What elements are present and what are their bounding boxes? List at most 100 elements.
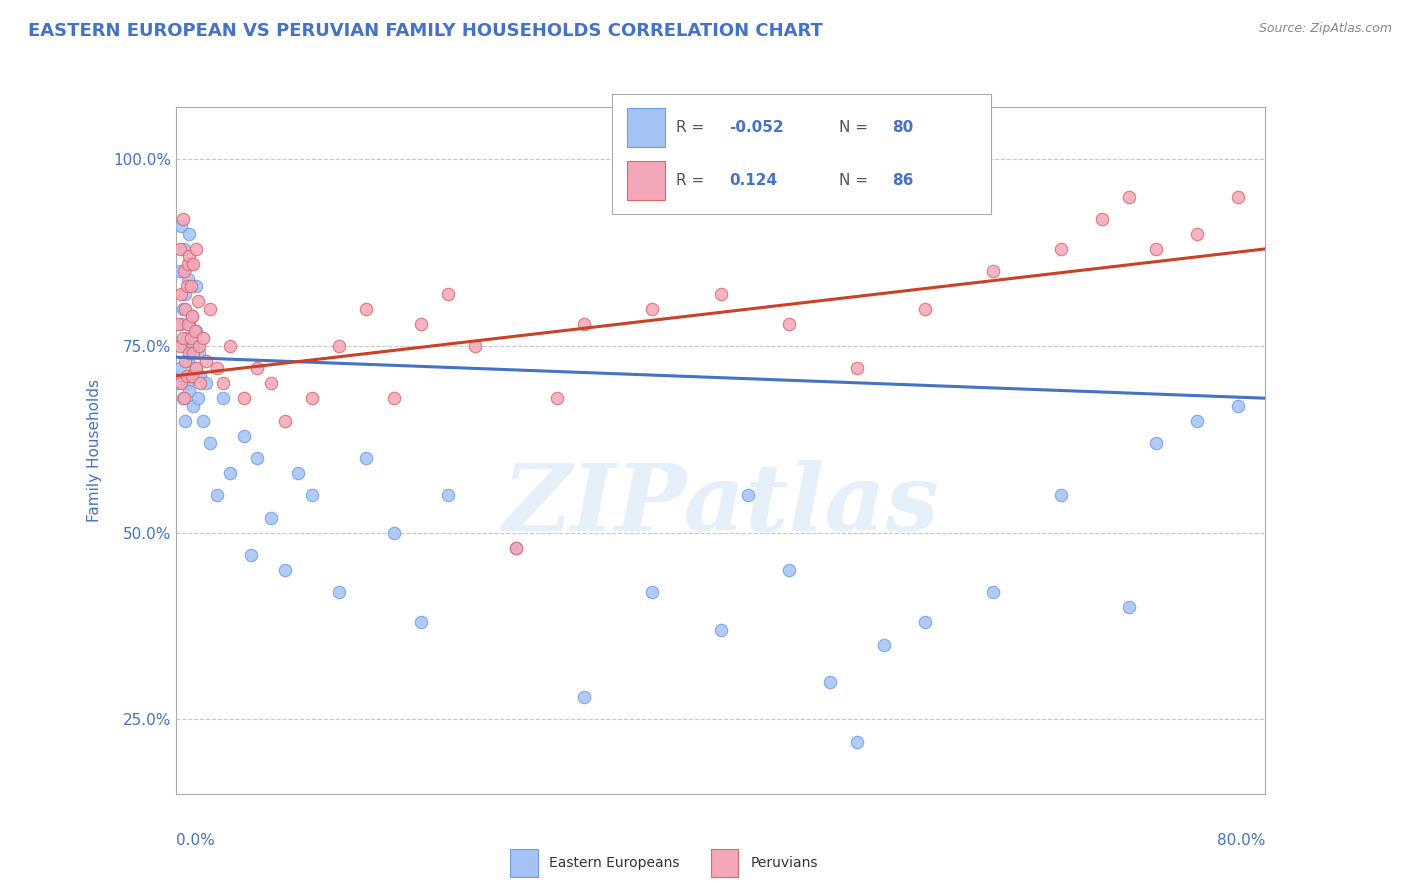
Point [1091, 212, 1114, 227]
Point [301, 391, 323, 405]
Point [505, 541, 527, 555]
Point [845, 734, 868, 748]
Point [232, 391, 254, 405]
Point [179, 317, 201, 331]
Point [186, 242, 208, 256]
Point [1118, 189, 1140, 203]
Point [194, 376, 217, 391]
Point [246, 450, 269, 465]
Point [170, 219, 193, 234]
Point [382, 391, 405, 405]
Point [179, 346, 201, 360]
Point [172, 391, 194, 405]
Point [184, 361, 207, 376]
Text: 80: 80 [893, 120, 914, 135]
Point [169, 264, 191, 278]
Text: 86: 86 [893, 173, 914, 188]
Text: Source: ZipAtlas.com: Source: ZipAtlas.com [1258, 22, 1392, 36]
Point [778, 317, 800, 331]
Point [181, 309, 204, 323]
Point [382, 525, 405, 540]
Point [1118, 600, 1140, 615]
Point [260, 510, 283, 524]
Point [184, 324, 207, 338]
Point [183, 399, 205, 413]
Point [176, 376, 198, 391]
Point [177, 354, 200, 368]
Point [174, 354, 197, 368]
Point [172, 212, 194, 227]
Text: 0.0%: 0.0% [176, 833, 215, 847]
Point [170, 376, 193, 391]
Point [186, 391, 209, 405]
Point [287, 466, 309, 480]
Point [176, 368, 198, 383]
Point [167, 317, 190, 331]
Point [191, 331, 214, 345]
Point [710, 623, 733, 637]
Text: ZIPatlas: ZIPatlas [502, 460, 939, 550]
Point [183, 339, 205, 353]
Point [464, 339, 486, 353]
Point [173, 339, 195, 353]
Point [409, 317, 432, 331]
Point [167, 376, 190, 391]
Point [356, 301, 378, 316]
Point [177, 271, 200, 285]
Point [180, 257, 202, 271]
Point [246, 361, 269, 376]
Point [173, 391, 195, 405]
Point [641, 301, 664, 316]
Point [181, 368, 204, 383]
Point [180, 331, 202, 345]
Point [174, 301, 197, 316]
FancyBboxPatch shape [627, 108, 665, 146]
Point [205, 488, 228, 502]
Point [778, 563, 800, 577]
Point [914, 301, 936, 316]
Point [205, 361, 228, 376]
Text: R =: R = [676, 173, 704, 188]
Point [239, 548, 262, 562]
Point [176, 331, 198, 345]
Point [437, 286, 460, 301]
Point [173, 264, 195, 278]
Point [170, 317, 193, 331]
Y-axis label: Family Households: Family Households [87, 379, 101, 522]
Point [179, 249, 201, 263]
Text: EASTERN EUROPEAN VS PERUVIAN FAMILY HOUSEHOLDS CORRELATION CHART: EASTERN EUROPEAN VS PERUVIAN FAMILY HOUS… [28, 22, 823, 40]
Point [191, 414, 214, 428]
Point [177, 317, 200, 331]
Text: N =: N = [839, 120, 869, 135]
Point [737, 488, 759, 502]
Text: Peruvians: Peruvians [751, 856, 818, 870]
Point [1187, 414, 1209, 428]
Point [574, 690, 596, 704]
Point [301, 488, 323, 502]
Point [183, 257, 205, 271]
Point [546, 391, 568, 405]
Text: -0.052: -0.052 [730, 120, 785, 135]
Point [181, 309, 204, 323]
Point [219, 339, 242, 353]
Point [260, 376, 283, 391]
Point [219, 466, 242, 480]
Point [172, 331, 194, 345]
Point [194, 354, 217, 368]
FancyBboxPatch shape [627, 161, 665, 200]
Point [274, 563, 297, 577]
Point [1050, 488, 1073, 502]
Point [172, 301, 194, 316]
Point [186, 324, 208, 338]
Text: N =: N = [839, 173, 869, 188]
Point [328, 339, 350, 353]
Point [818, 674, 841, 689]
Point [1146, 436, 1168, 450]
Point [188, 368, 211, 383]
Point [188, 376, 211, 391]
Point [437, 488, 460, 502]
Point [179, 227, 201, 241]
Point [180, 346, 202, 360]
Point [574, 317, 596, 331]
Point [328, 585, 350, 599]
